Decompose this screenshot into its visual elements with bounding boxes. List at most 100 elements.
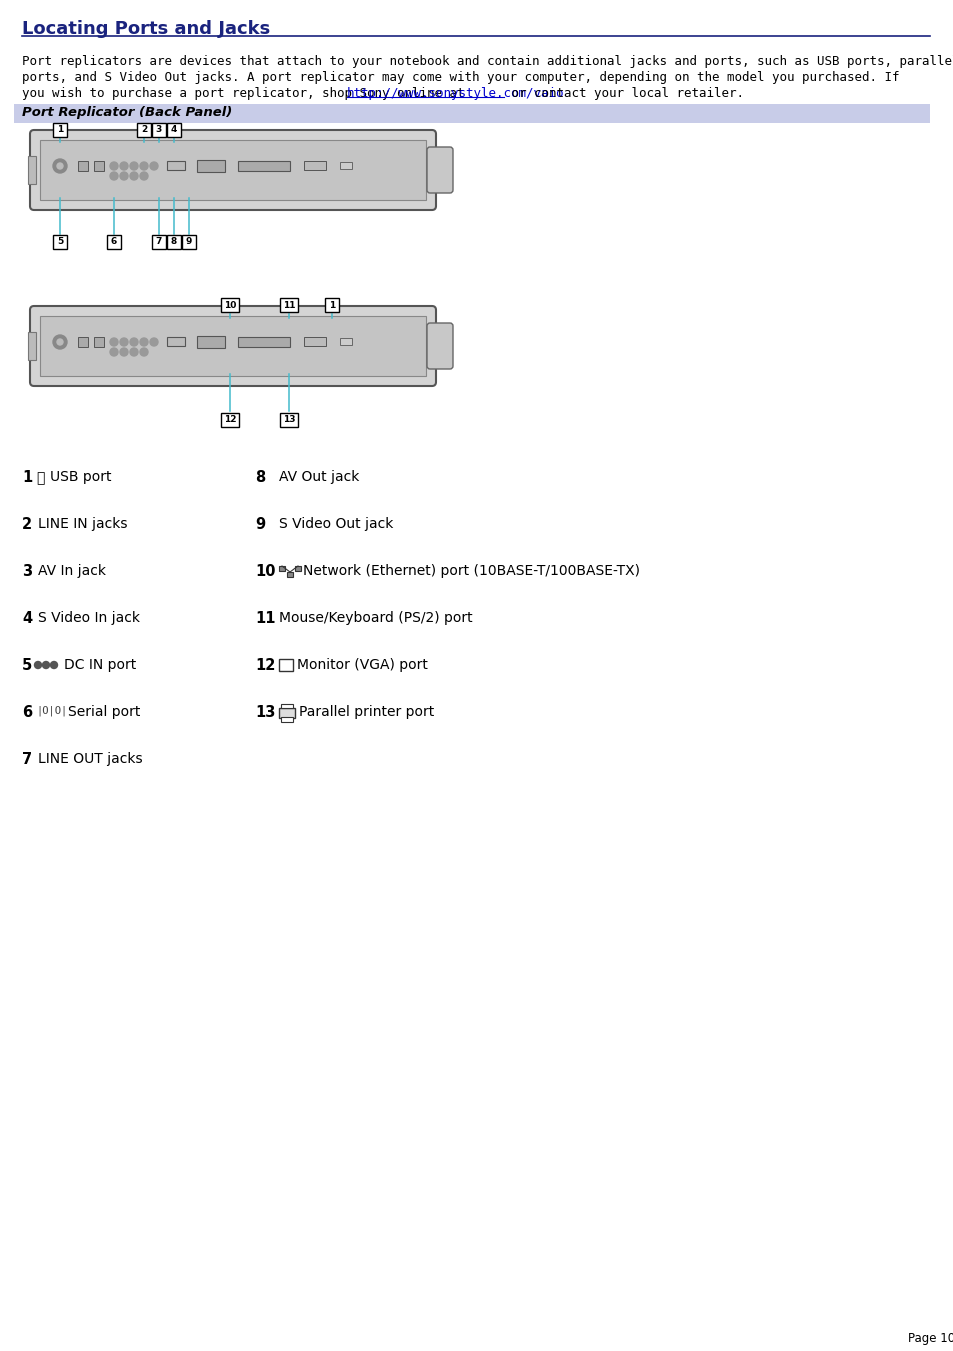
- Bar: [78, 336, 88, 347]
- Bar: [28, 332, 36, 359]
- Bar: [53, 235, 67, 249]
- Text: or contact your local retailer.: or contact your local retailer.: [504, 86, 743, 100]
- Text: USB port: USB port: [50, 470, 112, 484]
- Circle shape: [57, 339, 63, 345]
- Circle shape: [140, 338, 148, 346]
- Bar: [339, 162, 352, 169]
- Circle shape: [110, 349, 118, 357]
- Text: 9: 9: [186, 238, 192, 246]
- Text: Mouse/Keyboard (PS/2) port: Mouse/Keyboard (PS/2) port: [278, 611, 472, 626]
- Text: 10: 10: [224, 300, 236, 309]
- Text: 10: 10: [254, 563, 275, 580]
- Text: 2: 2: [22, 517, 32, 532]
- Circle shape: [34, 662, 42, 669]
- Text: LINE OUT jacks: LINE OUT jacks: [38, 753, 143, 766]
- Circle shape: [120, 349, 128, 357]
- Bar: [304, 336, 326, 346]
- Bar: [221, 413, 239, 427]
- Bar: [14, 104, 929, 123]
- Bar: [196, 159, 225, 172]
- Text: 12: 12: [224, 416, 236, 424]
- Bar: [221, 299, 239, 312]
- Bar: [28, 155, 36, 184]
- Text: 1: 1: [329, 300, 335, 309]
- Text: 8: 8: [254, 470, 265, 485]
- Bar: [278, 566, 285, 571]
- Text: 7: 7: [155, 238, 162, 246]
- Text: Monitor (VGA) port: Monitor (VGA) port: [296, 658, 428, 671]
- Bar: [167, 235, 181, 249]
- Bar: [294, 566, 301, 571]
- FancyBboxPatch shape: [30, 130, 436, 209]
- Text: 5: 5: [22, 658, 32, 673]
- Text: LINE IN jacks: LINE IN jacks: [38, 517, 128, 531]
- Text: Page 100: Page 100: [907, 1332, 953, 1346]
- Circle shape: [51, 662, 57, 669]
- Text: DC IN port: DC IN port: [64, 658, 136, 671]
- Bar: [237, 161, 290, 172]
- Bar: [281, 717, 293, 721]
- Text: 13: 13: [282, 416, 294, 424]
- Circle shape: [150, 338, 158, 346]
- Bar: [53, 123, 67, 136]
- Bar: [152, 235, 166, 249]
- Bar: [278, 708, 294, 717]
- FancyBboxPatch shape: [427, 147, 453, 193]
- FancyBboxPatch shape: [427, 323, 453, 369]
- Circle shape: [140, 162, 148, 170]
- Text: |O|O|: |O|O|: [36, 707, 67, 716]
- Text: 9: 9: [254, 517, 265, 532]
- Circle shape: [130, 172, 138, 180]
- Text: Locating Ports and Jacks: Locating Ports and Jacks: [22, 20, 270, 38]
- Circle shape: [130, 162, 138, 170]
- Text: 6: 6: [22, 705, 32, 720]
- Text: 11: 11: [282, 300, 294, 309]
- Text: 4: 4: [22, 611, 32, 626]
- Bar: [78, 161, 88, 172]
- Text: 3: 3: [22, 563, 32, 580]
- Circle shape: [57, 163, 63, 169]
- Text: 13: 13: [254, 705, 275, 720]
- Text: Serial port: Serial port: [68, 705, 140, 719]
- Bar: [280, 299, 297, 312]
- Bar: [325, 299, 338, 312]
- Text: AV In jack: AV In jack: [38, 563, 106, 578]
- Bar: [237, 336, 290, 347]
- Circle shape: [120, 162, 128, 170]
- Text: you wish to purchase a port replicator, shop Sony online at: you wish to purchase a port replicator, …: [22, 86, 472, 100]
- Text: ⫾: ⫾: [36, 471, 45, 485]
- Bar: [40, 141, 426, 200]
- Bar: [278, 659, 293, 671]
- Text: 6: 6: [111, 238, 117, 246]
- Text: Port replicators are devices that attach to your notebook and contain additional: Port replicators are devices that attach…: [22, 55, 953, 68]
- Text: AV Out jack: AV Out jack: [278, 470, 359, 484]
- Bar: [152, 123, 166, 136]
- Text: 11: 11: [254, 611, 275, 626]
- FancyBboxPatch shape: [30, 305, 436, 386]
- Circle shape: [120, 338, 128, 346]
- Bar: [182, 235, 195, 249]
- Text: 7: 7: [22, 753, 32, 767]
- Bar: [107, 235, 121, 249]
- Text: 8: 8: [171, 238, 177, 246]
- Circle shape: [140, 172, 148, 180]
- Circle shape: [130, 338, 138, 346]
- Circle shape: [150, 162, 158, 170]
- Text: Parallel printer port: Parallel printer port: [298, 705, 434, 719]
- Text: 1: 1: [22, 470, 32, 485]
- Bar: [167, 336, 185, 346]
- Circle shape: [130, 349, 138, 357]
- Text: ports, and S Video Out jacks. A port replicator may come with your computer, dep: ports, and S Video Out jacks. A port rep…: [22, 72, 899, 84]
- Text: 12: 12: [254, 658, 275, 673]
- Bar: [137, 123, 151, 136]
- Bar: [40, 316, 426, 376]
- Bar: [167, 123, 181, 136]
- Bar: [281, 704, 293, 708]
- Bar: [304, 161, 326, 170]
- Text: 3: 3: [155, 126, 162, 135]
- Text: 2: 2: [141, 126, 147, 135]
- Bar: [339, 338, 352, 345]
- Text: 4: 4: [171, 126, 177, 135]
- Text: S Video In jack: S Video In jack: [38, 611, 140, 626]
- Bar: [287, 571, 293, 577]
